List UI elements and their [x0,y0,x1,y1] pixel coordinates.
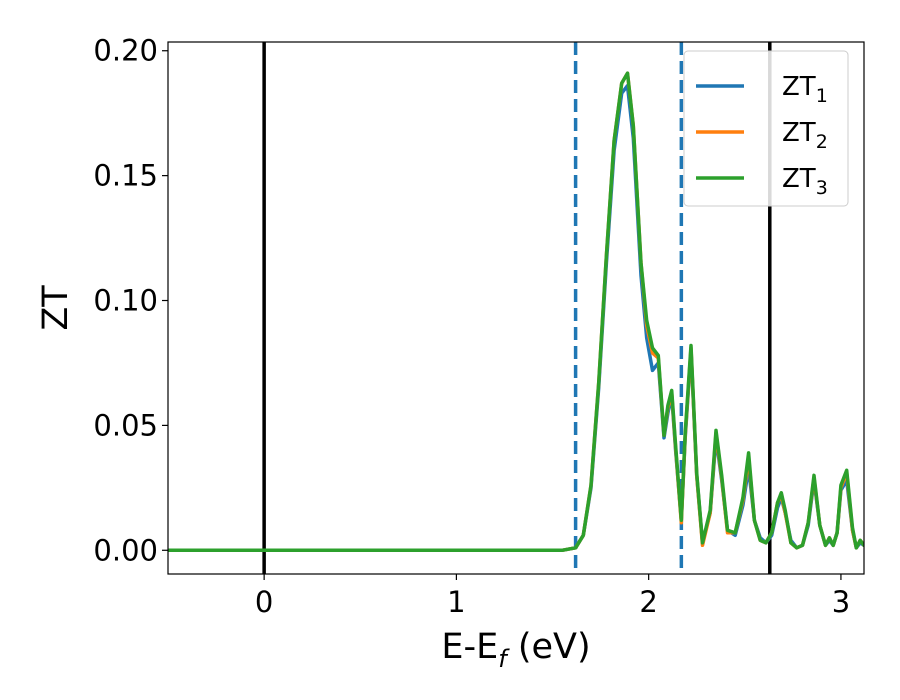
x-tick-label: 3 [832,585,850,619]
series-line-zt3 [168,71,864,553]
y-tick-label: 0.20 [93,34,158,68]
legend-label: ZT2 [782,118,828,153]
y-axis-ticks: 0.00 0.05 0.10 0.15 0.20 [93,34,168,567]
x-axis-title: E-Ef (eV) [441,627,590,673]
y-tick-label: 0.05 [93,408,158,442]
x-axis-title-unit: (eV) [507,627,591,667]
y-tick-label: 0.15 [93,159,158,193]
x-axis-ticks: 0 1 2 3 [255,574,850,619]
x-tick-label: 2 [639,585,657,619]
y-tick-label: 0.10 [93,284,158,318]
legend-box [683,50,849,207]
legend: ZT1 ZT2 ZT3 [683,50,849,207]
series-lines [168,71,864,553]
x-tick-label: 1 [447,585,465,619]
legend-label: ZT1 [782,72,828,107]
x-tick-label: 0 [255,585,273,619]
axes-frame [167,41,865,575]
y-tick-label: 0.00 [93,533,158,567]
y-axis-title: ZT [36,285,76,331]
x-axis-title-main: E-E [441,627,498,667]
legend-label: ZT3 [782,164,828,199]
